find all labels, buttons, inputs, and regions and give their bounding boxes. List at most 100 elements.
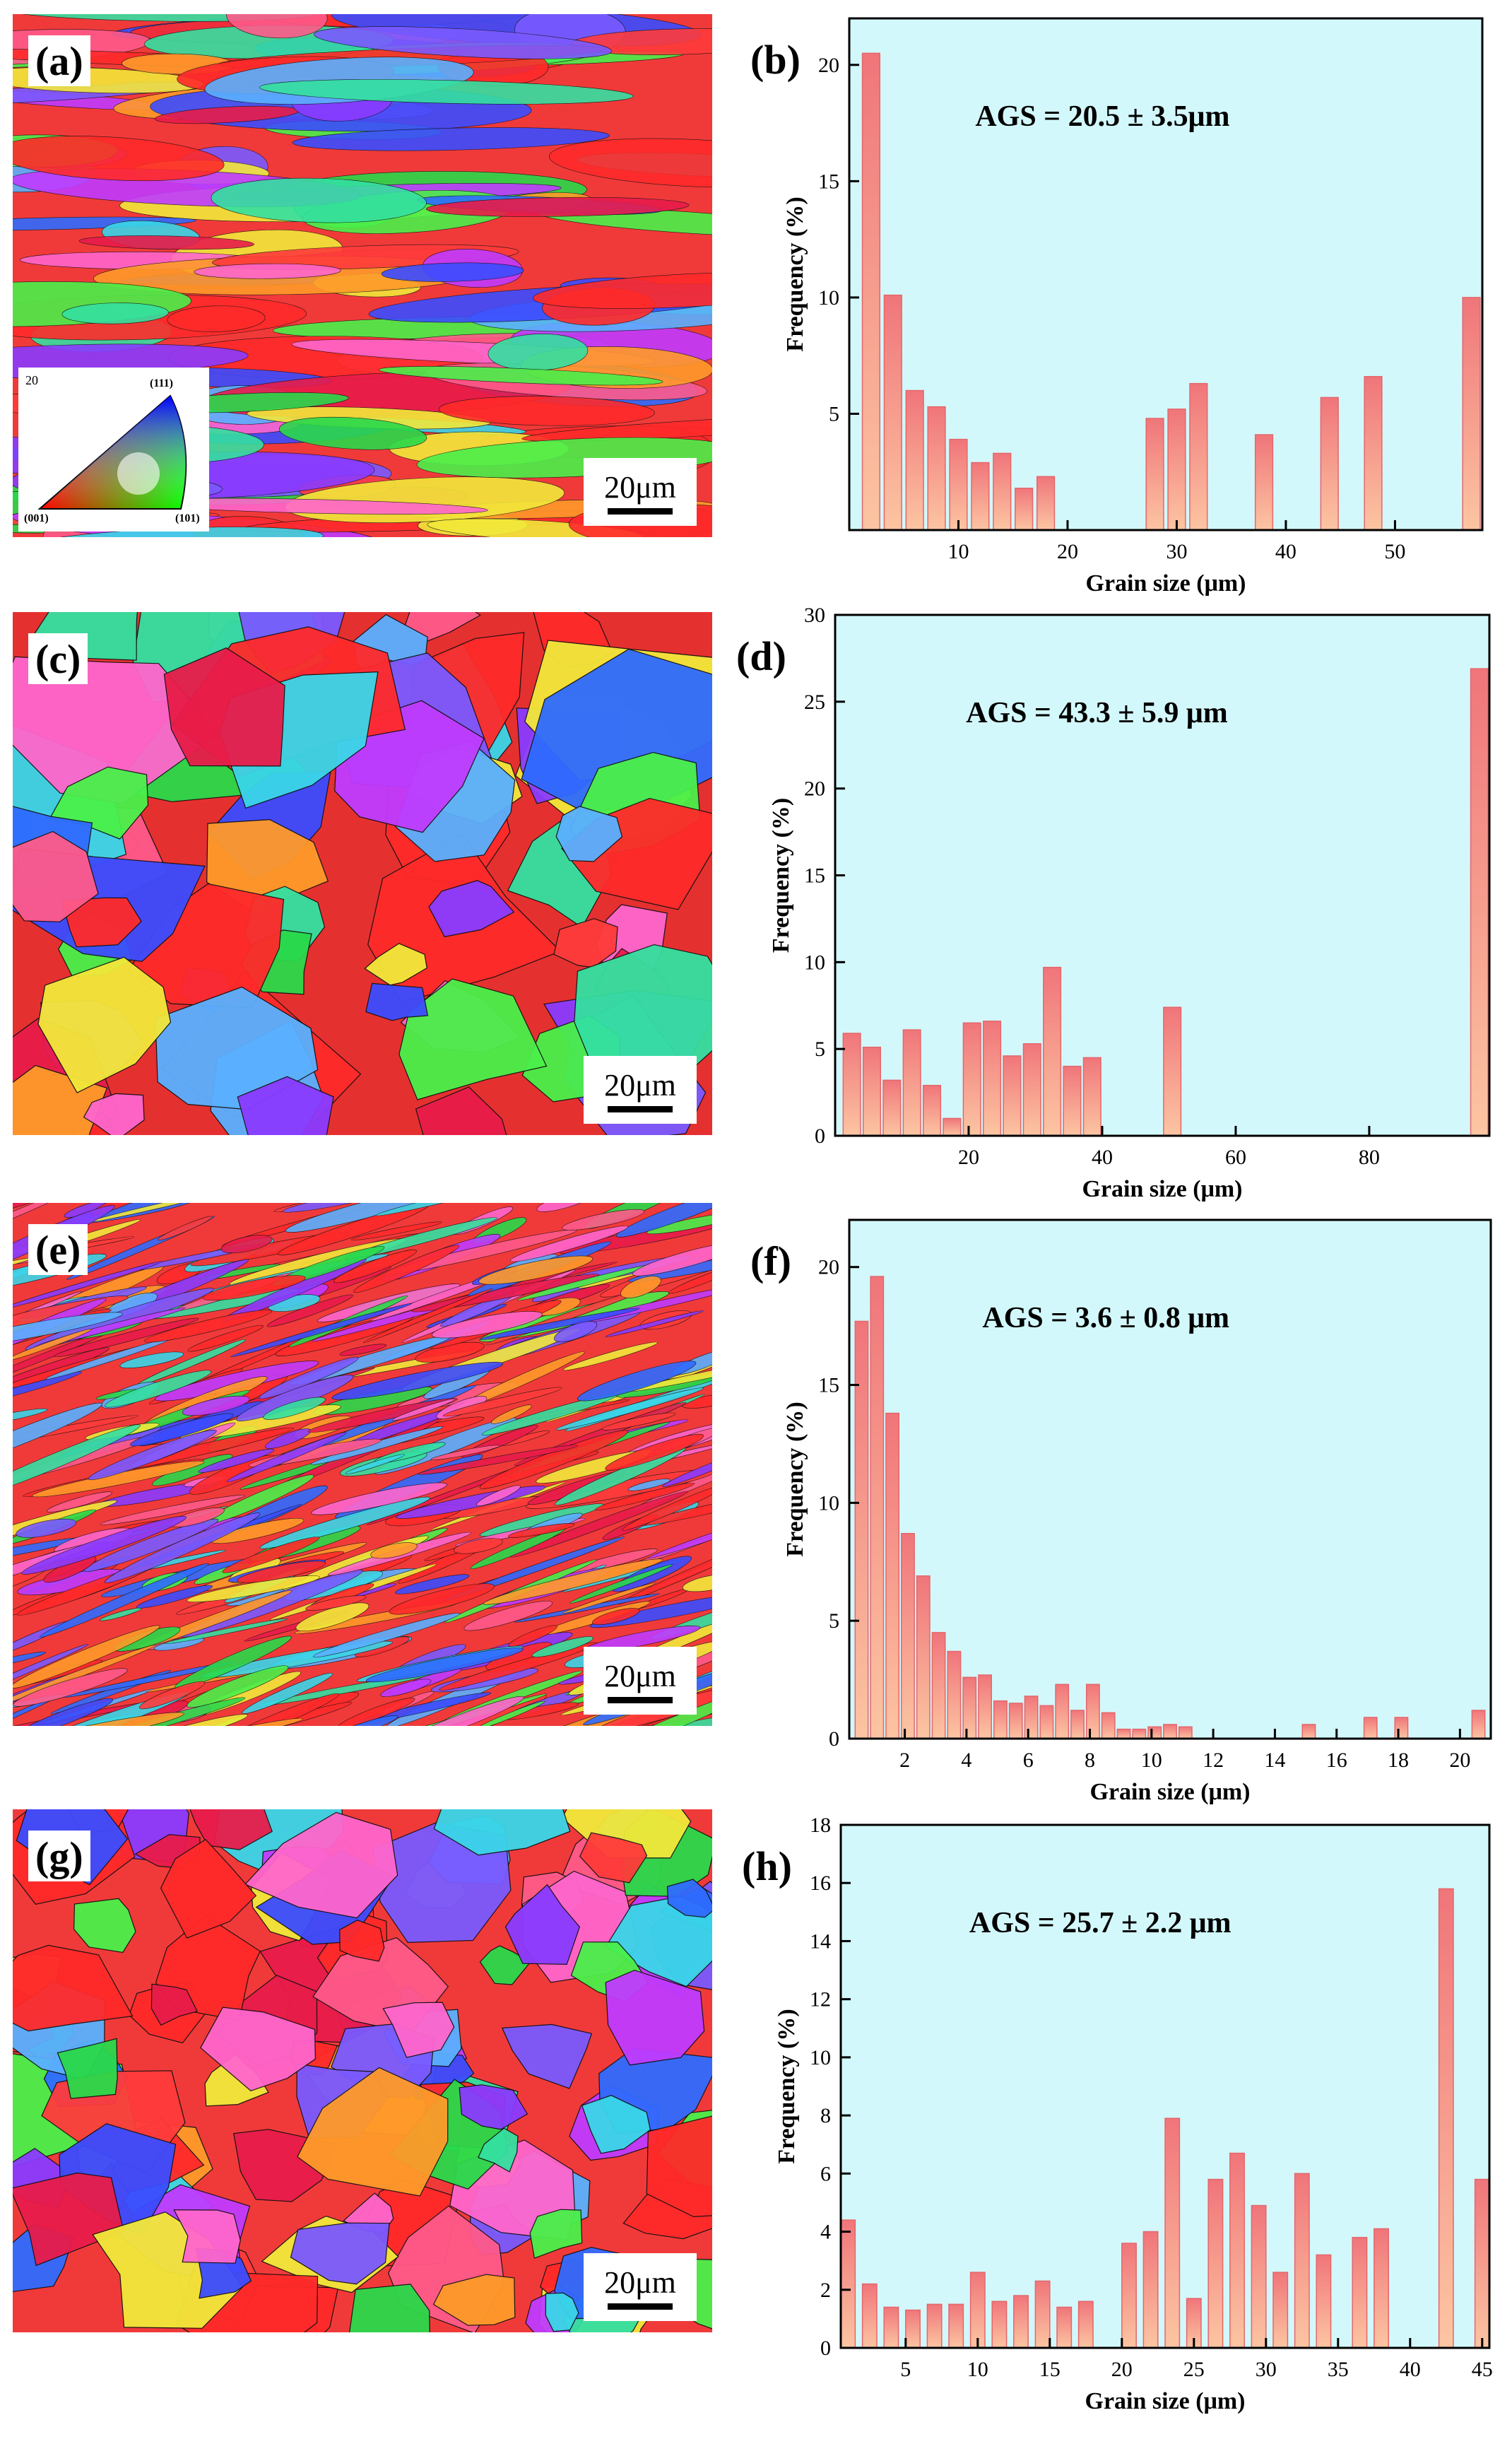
histogram-bar: [1364, 376, 1383, 531]
histogram-bar: [861, 2283, 878, 2349]
x-tick-label: 2: [899, 1749, 910, 1772]
x-tick-label: 25: [1183, 2358, 1205, 2381]
ipf-color-key: 20 (111) (001) (101): [18, 368, 209, 531]
histogram-bar: [1024, 1696, 1039, 1739]
histogram-bar: [1039, 1705, 1054, 1739]
histogram-bar: [1055, 1684, 1070, 1739]
histogram-bar: [1116, 1728, 1131, 1739]
histogram-bar: [969, 2272, 986, 2349]
ipf-map-e: (e) 20μm: [13, 1203, 712, 1726]
histogram-bar: [1056, 2306, 1073, 2349]
x-tick-label: 8: [1085, 1749, 1095, 1772]
y-axis-label: Frequency (%): [782, 196, 808, 351]
histogram-bar: [902, 1029, 921, 1136]
histogram-bar: [978, 1674, 992, 1739]
histogram-bar: [1294, 2173, 1310, 2349]
histogram-b: 10 20 30 40 50 5 10 15 20 Grain size (μm) Frequenc…: [0, 0, 1512, 601]
x-tick-label: 80: [1359, 1146, 1380, 1169]
histogram-bar: [1003, 1055, 1022, 1136]
histogram-bar: [1474, 2178, 1490, 2349]
histogram-bar: [885, 1412, 900, 1739]
histogram-bar: [1163, 1006, 1182, 1136]
ipf-map-g: (g) 20μm: [13, 1809, 712, 2332]
y-tick-label: 10: [810, 2046, 831, 2069]
histogram-bar: [1471, 1710, 1486, 1739]
histogram-bar: [993, 452, 1012, 531]
x-tick-label: 30: [1166, 540, 1187, 563]
scale-bar-text-a: 20μm: [604, 470, 676, 505]
y-tick-label: 10: [818, 286, 839, 310]
y-tick-label: 20: [804, 777, 825, 801]
y-tick-label: 18: [810, 1814, 831, 1837]
x-axis-label: Grain size (μm): [1082, 1176, 1243, 1202]
histogram-bar: [1394, 1717, 1409, 1739]
y-tick-label: 5: [815, 1038, 825, 1061]
y-axis-label: Frequency (%): [782, 1402, 808, 1556]
histogram-bar: [882, 1079, 902, 1136]
panel-label: (f): [750, 1238, 791, 1284]
histogram-bar: [1207, 2178, 1224, 2349]
y-tick-label: 20: [818, 54, 839, 77]
x-tick-label: 40: [1275, 540, 1297, 563]
histogram-bar: [1316, 2254, 1332, 2349]
histogram-bar: [962, 1022, 981, 1136]
histogram-bar: [971, 462, 990, 531]
plot-frame: [839, 1823, 1491, 2349]
x-axis-label: Grain size (μm): [1086, 570, 1246, 597]
y-axis-label: Frequency (%): [768, 798, 794, 953]
y-tick-label: 10: [804, 951, 825, 974]
y-tick-label: 12: [810, 1988, 831, 2011]
grain-texture-g: [13, 1809, 712, 2332]
panel-label-g: (g): [28, 1831, 90, 1881]
panel-label-a: (a): [28, 35, 90, 86]
histogram-bar: [1132, 1728, 1147, 1739]
histogram-bar: [1470, 668, 1489, 1136]
x-tick-label: 14: [1264, 1749, 1285, 1772]
histogram-bar: [1145, 418, 1164, 531]
histogram-bar: [1163, 1724, 1177, 1739]
scale-bar-g: 20μm: [584, 2253, 697, 2321]
histogram-h: 5 10 15 20 25 30 35 40 45 0 2 4 6 8 10 12 14 16 18 Grain si…: [0, 1809, 1512, 2444]
ipf-corner-001: (001): [24, 512, 49, 524]
histogram-bar: [1043, 966, 1062, 1136]
x-tick-label: 45: [1472, 2358, 1493, 2381]
panel-label: (h): [742, 1843, 792, 1889]
histogram-bar: [1085, 1684, 1100, 1739]
x-tick-label: 12: [1203, 1749, 1224, 1772]
y-tick-label: 4: [820, 2221, 831, 2244]
histogram-bar: [1272, 2272, 1289, 2349]
x-axis-label: Grain size (μm): [1085, 2388, 1246, 2414]
ags-annotation: AGS = 20.5 ± 3.5μm: [975, 100, 1229, 133]
scale-bar-a: 20μm: [584, 458, 697, 526]
histogram-bar: [1301, 1724, 1316, 1739]
histogram-bar: [943, 1117, 962, 1136]
histogram-bar: [905, 389, 924, 531]
y-tick-label: 14: [810, 1929, 831, 1953]
histogram-bar: [947, 1650, 962, 1739]
histogram-bar: [1462, 297, 1481, 531]
histogram-bar: [1077, 2301, 1094, 2349]
scale-bar-text-g: 20μm: [604, 2265, 676, 2300]
histogram-bar: [883, 294, 902, 531]
histogram-bar: [1229, 2152, 1245, 2349]
histogram-f: 2 4 6 8 10 12 14 16 18 20 0 5 10 15 20 Grain size (μm) F…: [0, 1202, 1512, 1809]
x-tick-label: 40: [1092, 1146, 1113, 1169]
scale-bar-e: 20μm: [584, 1647, 697, 1715]
scale-bar-c: 20μm: [584, 1056, 697, 1124]
histogram-bar: [927, 406, 946, 531]
histogram-bar: [1101, 1712, 1116, 1739]
x-tick-label: 60: [1225, 1146, 1246, 1169]
histogram-bar: [1374, 2228, 1389, 2349]
y-tick-label: 8: [820, 2104, 831, 2127]
histogram-bar: [1254, 434, 1274, 531]
y-tick-label: 0: [829, 1727, 839, 1751]
panel-label-c: (c): [28, 633, 88, 684]
x-tick-label: 20: [958, 1146, 979, 1169]
y-tick-label: 5: [829, 402, 839, 425]
ipf-header-value: 20: [25, 373, 38, 387]
histogram-bar: [1082, 1057, 1101, 1136]
histogram-bar: [861, 52, 881, 531]
x-tick-label: 50: [1384, 540, 1405, 563]
histogram-bar: [1164, 2117, 1181, 2349]
ipf-map-c: (c) 20μm: [13, 612, 712, 1135]
